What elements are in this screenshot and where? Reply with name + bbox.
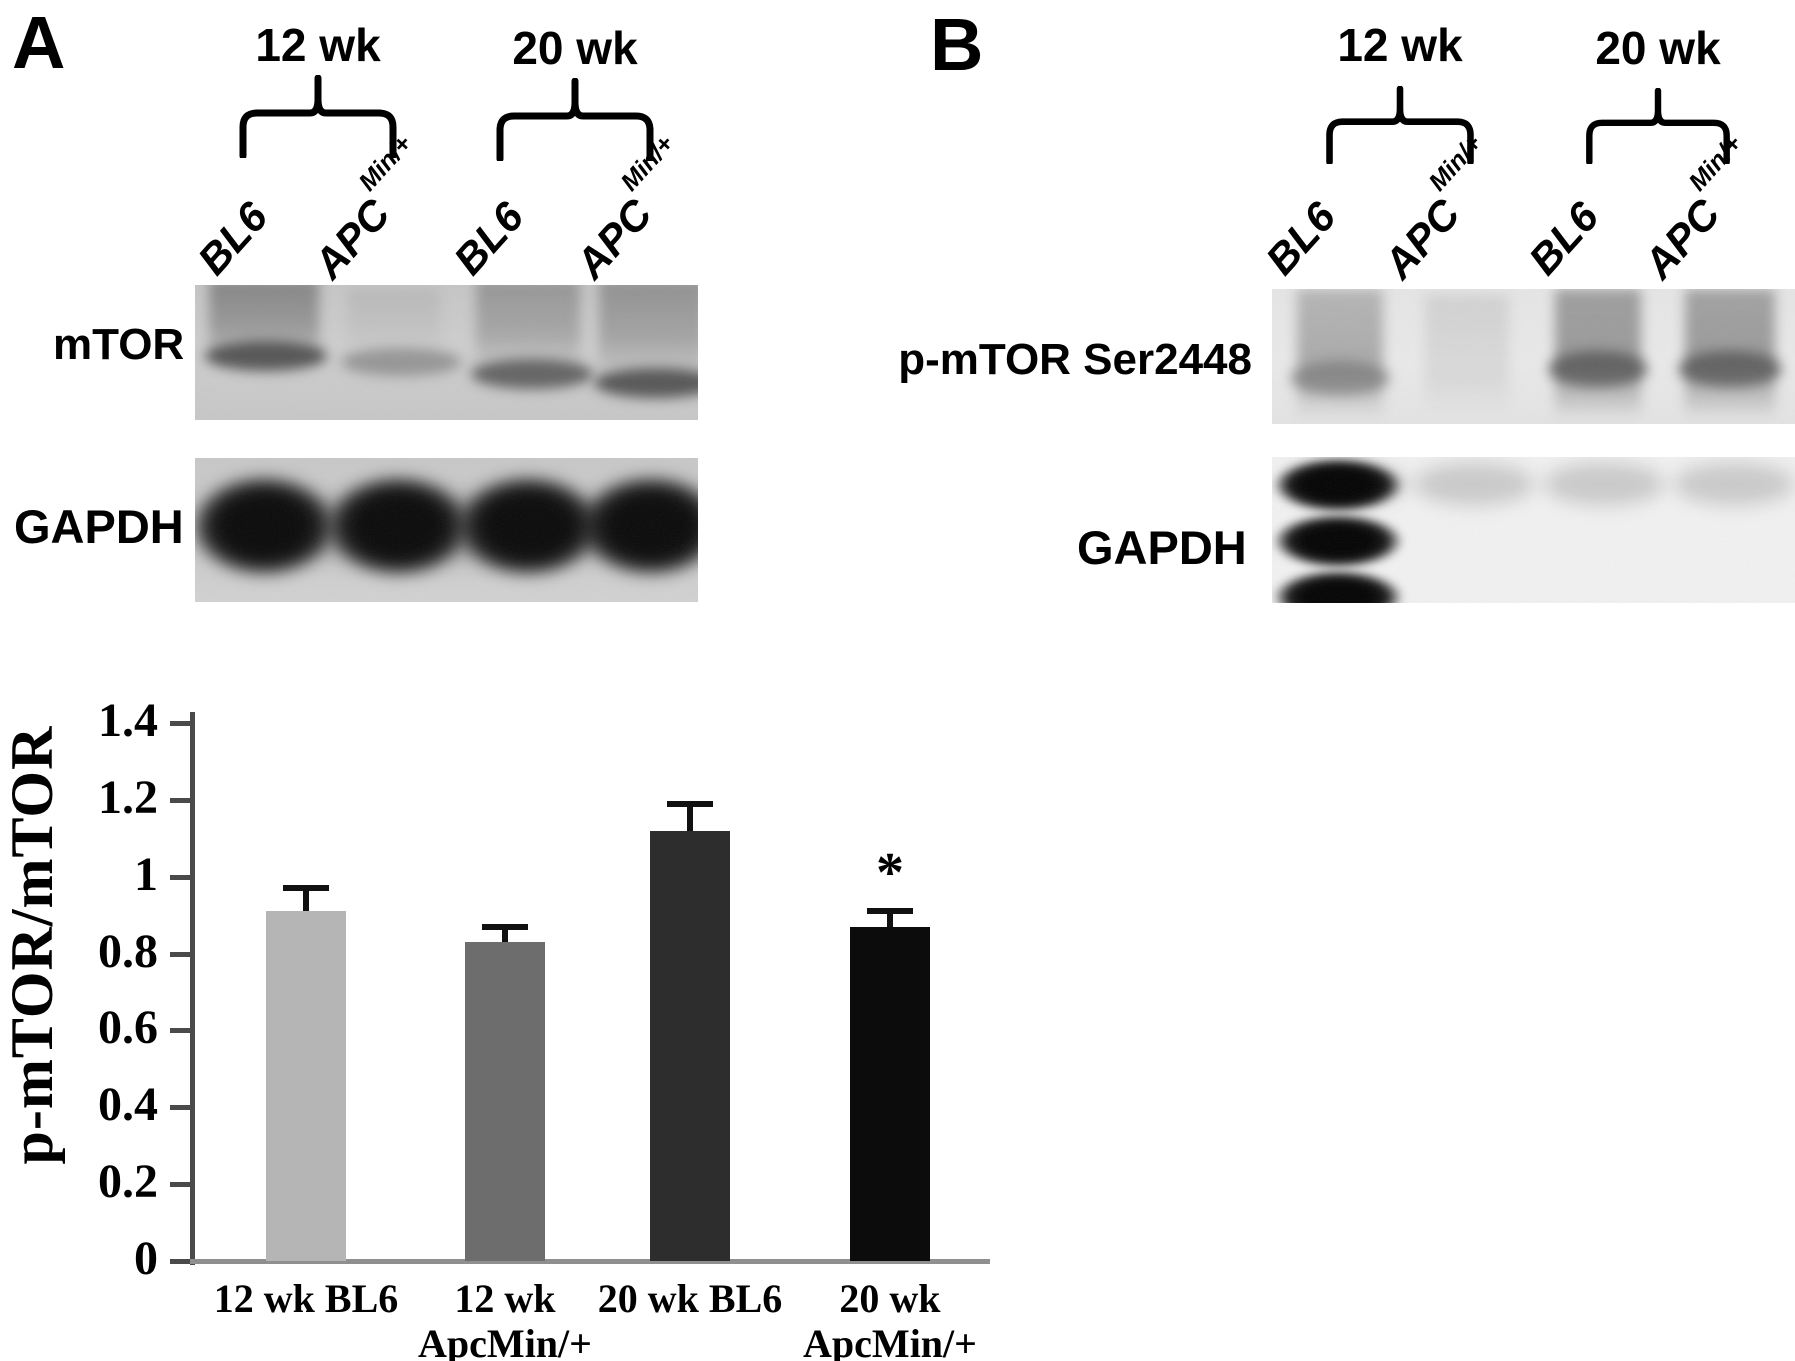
x-category-label-line: 20 wk <box>839 1276 941 1321</box>
brace-20wk-a-icon <box>496 78 654 161</box>
x-category-label-line: ApcMin/+ <box>803 1320 977 1361</box>
x-category-label: 12 wk BL6 <box>186 1276 426 1322</box>
y-tick-label: 0.2 <box>98 1155 158 1209</box>
x-axis-line <box>190 1259 990 1264</box>
brace-12wk-a-icon <box>239 75 397 158</box>
blot-row-label-mtor: mTOR <box>53 320 185 369</box>
y-tick <box>170 874 190 880</box>
error-bar-cap <box>667 800 713 807</box>
error-bar-cap <box>867 908 913 915</box>
bar <box>650 830 730 1261</box>
y-tick <box>170 951 190 957</box>
significance-asterisk: * <box>876 842 904 905</box>
y-tick <box>170 1105 190 1111</box>
y-tick-label: 0.4 <box>98 1078 158 1132</box>
group-label-20wk-a: 20 wk <box>512 22 638 74</box>
panel-a-letter: A <box>12 1 66 84</box>
error-bar-stem <box>502 926 508 943</box>
blot-row-label-gapdh-b: GAPDH <box>1077 521 1247 574</box>
x-category-label-line: ApcMin/+ <box>418 1320 592 1361</box>
y-tick <box>170 1028 190 1034</box>
blot-row-label-pmtor: p-mTOR Ser2448 <box>898 335 1252 384</box>
y-axis-title: p-mTOR/mTOR <box>0 725 65 1165</box>
bar <box>266 911 346 1261</box>
error-bar-cap <box>482 923 528 930</box>
blot-row-label-gapdh-a: GAPDH <box>14 500 184 553</box>
error-bar-stem <box>303 888 309 912</box>
x-category-label: 12 wk ApcMin/+ <box>385 1276 625 1361</box>
y-tick <box>170 797 190 803</box>
error-bar-cap <box>283 885 329 892</box>
y-tick-label: 1 <box>134 847 158 901</box>
x-category-label-line: 12 wk BL6 <box>213 1276 399 1321</box>
y-tick <box>170 721 190 726</box>
y-tick-label: 0 <box>134 1232 158 1285</box>
error-bar-stem <box>887 911 893 927</box>
error-bar-stem <box>687 803 693 831</box>
x-category-label: 20 wk BL6 <box>570 1276 810 1322</box>
bar <box>850 926 930 1261</box>
y-tick <box>170 1182 190 1188</box>
group-label-12wk-b: 12 wk <box>1337 19 1463 71</box>
group-label-12wk-a: 12 wk <box>255 19 381 71</box>
y-tick-label: 1.2 <box>98 770 158 824</box>
brace-20wk-b-icon <box>1586 88 1730 164</box>
panel-b-letter: B <box>930 3 984 86</box>
x-category-label: 20 wk ApcMin/+ <box>770 1276 1010 1361</box>
y-axis-line <box>190 712 195 1265</box>
bar <box>465 942 545 1261</box>
x-category-label-line: 20 wk BL6 <box>597 1276 783 1321</box>
y-tick <box>170 1259 190 1264</box>
y-tick-label: 0.6 <box>98 1001 158 1055</box>
group-label-20wk-b: 20 wk <box>1595 22 1721 74</box>
y-tick-label: 0.8 <box>98 924 158 978</box>
brace-12wk-b-icon <box>1326 86 1474 164</box>
x-category-label-line: 12 wk <box>454 1276 556 1321</box>
y-tick-label: 1.4 <box>98 694 158 747</box>
